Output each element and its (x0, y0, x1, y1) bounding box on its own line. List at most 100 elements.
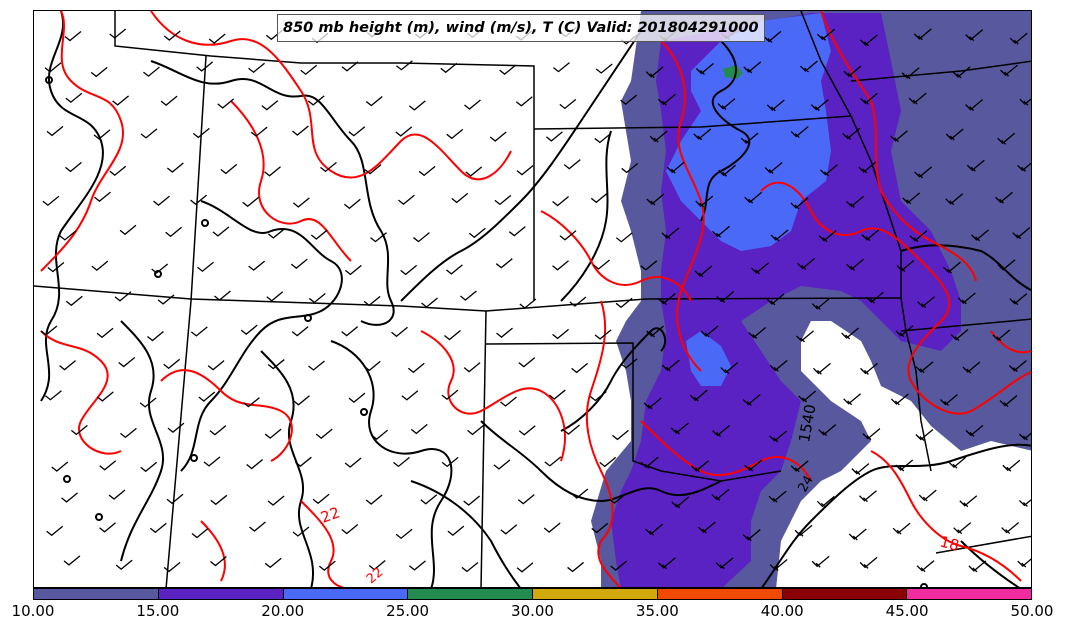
wind-barb (917, 296, 936, 309)
wind-barb (694, 265, 713, 278)
wind-barb (640, 260, 658, 271)
wind-barb (697, 521, 716, 534)
wind-barb (46, 125, 64, 137)
wind-barb (400, 264, 418, 276)
wind-barb (590, 192, 608, 204)
wind-barb (308, 292, 326, 304)
wind-barb (463, 495, 481, 506)
wind-barb (690, 460, 709, 473)
wind-barb (902, 192, 921, 205)
wind-barb (1009, 293, 1028, 306)
wind-barb (198, 391, 216, 402)
wind-barb (494, 194, 512, 206)
wind-barb (810, 99, 829, 112)
temp-contour-label-4: 22 (364, 565, 386, 587)
wind-barb (96, 391, 114, 402)
colorbar-segment (533, 589, 658, 599)
wind-barb (109, 28, 127, 39)
wind-barb (364, 164, 382, 175)
wind-barb (768, 490, 787, 503)
wind-barb (249, 521, 266, 532)
wind-barb (589, 390, 607, 402)
wind-barb (997, 132, 1016, 145)
wind-barb (848, 528, 867, 541)
wind-barb (139, 397, 157, 408)
colorbar-tick-label: 45.00 (885, 602, 929, 620)
wind-barb (408, 100, 426, 111)
wind-barb (763, 30, 782, 43)
wind-barb (742, 394, 761, 406)
wind-barb (563, 424, 580, 435)
wind-barb (196, 61, 214, 72)
wind-barb (446, 128, 464, 140)
wind-barb (546, 131, 563, 142)
wind-barb (248, 260, 266, 271)
wind-barb (657, 557, 676, 570)
wind-barb (715, 557, 734, 570)
wind-barb (700, 325, 719, 338)
wind-barb (971, 229, 989, 242)
wind-barb (93, 129, 111, 140)
wind-barb (1012, 227, 1031, 240)
wind-barb (1018, 499, 1031, 507)
wind-barb (764, 162, 783, 175)
wind-barb (467, 424, 484, 436)
wind-barb (318, 560, 336, 571)
wind-barb (965, 424, 984, 437)
wind-barb (291, 125, 309, 136)
wind-barb (248, 62, 265, 74)
wind-barb (740, 132, 759, 145)
wind-barb (261, 100, 279, 111)
wind-barb (695, 195, 714, 208)
wind-barb (160, 95, 178, 106)
wind-barb (264, 428, 282, 439)
wind-barb (595, 63, 613, 74)
wind-barb (495, 258, 513, 269)
wind-barb (846, 195, 864, 208)
wind-barb (661, 227, 680, 240)
wind-barb (395, 60, 413, 71)
wind-barb (1017, 162, 1031, 172)
wind-barb (769, 430, 788, 443)
wind-barb (197, 261, 214, 273)
wind-barb (217, 98, 235, 109)
wind-barb (157, 294, 175, 305)
wind-barb (859, 556, 878, 569)
wind-barb (140, 461, 158, 473)
wind-barb (548, 389, 566, 400)
wind-barb (816, 495, 835, 508)
wind-barb (890, 393, 909, 406)
wind-barb (250, 126, 268, 137)
temp-contour-label-3: 24 (795, 473, 816, 495)
wind-barb (959, 495, 978, 508)
wind-barb (766, 99, 785, 112)
wind-barb (621, 162, 639, 174)
wind-barb (70, 424, 88, 436)
wind-barb (363, 360, 381, 372)
wind-barb (865, 291, 884, 304)
wind-barb (63, 555, 81, 566)
wind-barb (163, 561, 181, 573)
colorbar (33, 588, 1032, 600)
wind-barb (518, 425, 536, 436)
colorbar-tick-labels: 10.00 15.00 20.00 25.00 30.00 35.00 40.00 45.00… (0, 601, 1065, 631)
wind-barb (307, 95, 325, 106)
wind-barb (40, 325, 58, 336)
wind-barb (300, 64, 318, 76)
wind-barb (553, 62, 570, 73)
wind-barb (109, 165, 127, 177)
wind-barb (118, 357, 136, 368)
wind-barb (591, 522, 609, 534)
wind-barb (292, 197, 310, 208)
wind-barb (465, 166, 483, 177)
wind-barb (1017, 558, 1031, 568)
wind-barb (645, 523, 664, 536)
wind-barb (657, 292, 676, 305)
wind-barb (59, 360, 76, 371)
wind-barb (371, 429, 389, 440)
wind-barb (264, 166, 281, 177)
wind-barb (742, 529, 761, 542)
wind-barb (94, 191, 111, 203)
wind-barb (593, 259, 610, 270)
wind-barb (44, 62, 62, 73)
